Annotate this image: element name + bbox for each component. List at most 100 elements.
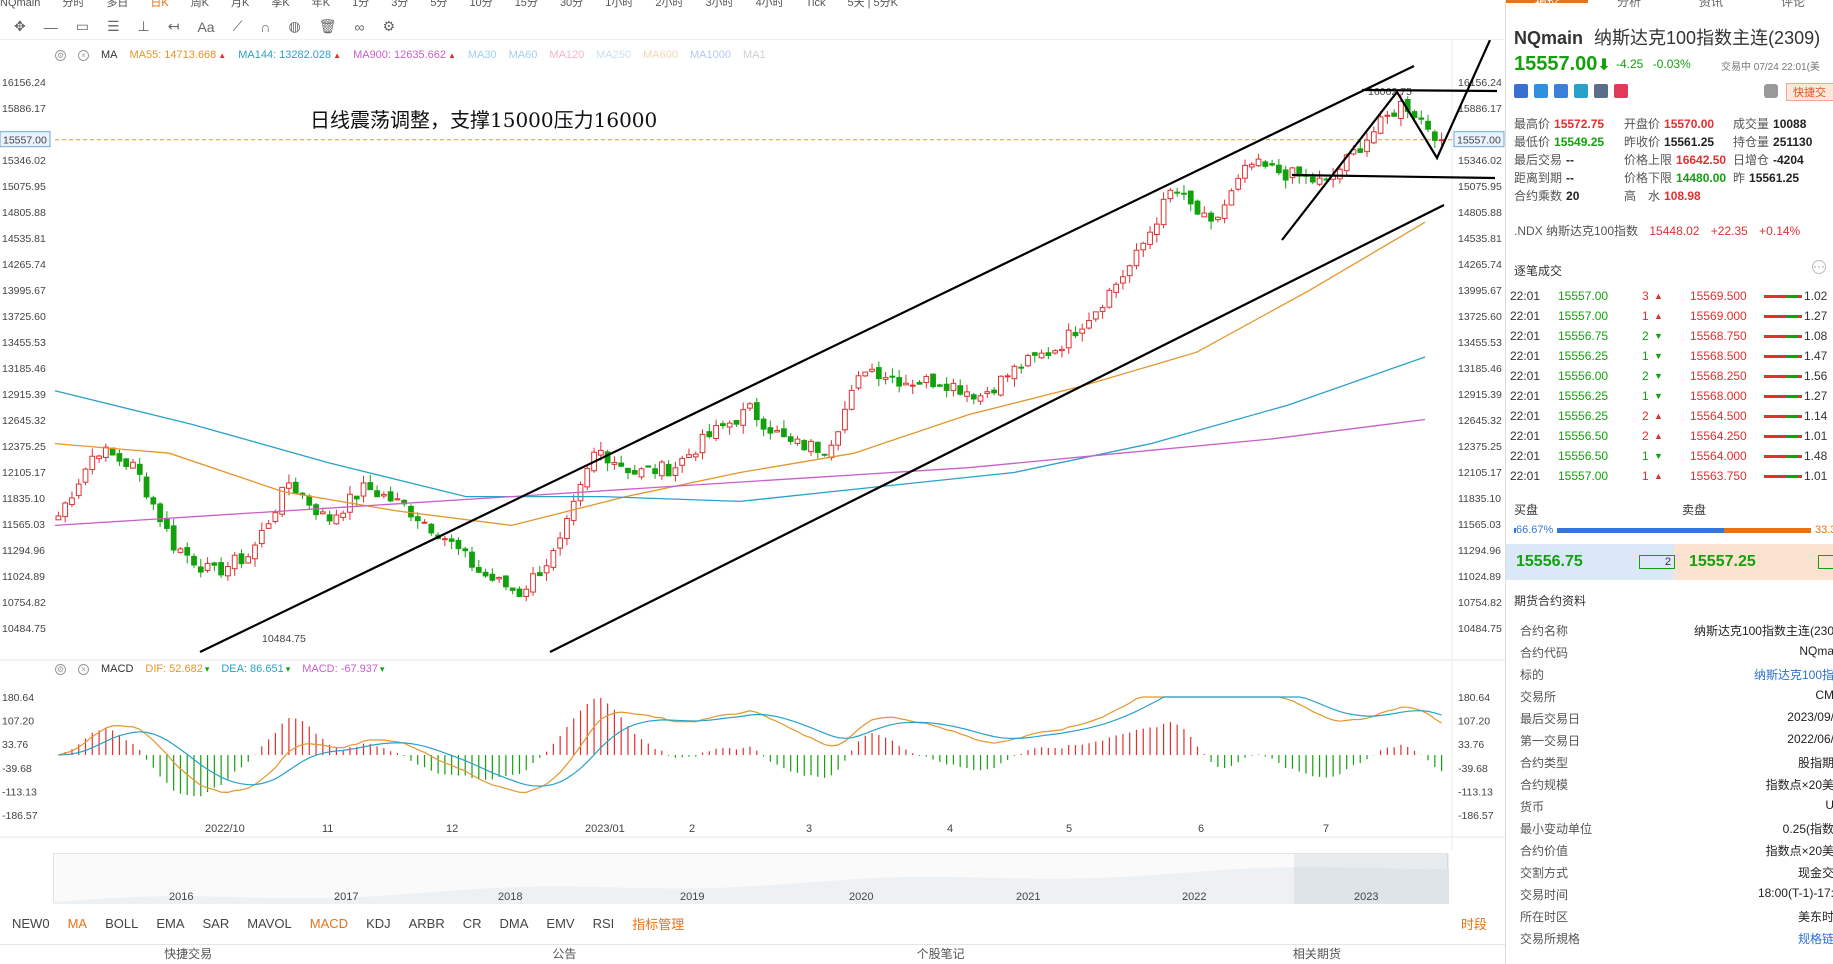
underlying-index[interactable]: .NDX 纳斯达克100指数 15448.02 +22.35 +0.14%	[1514, 222, 1808, 239]
ma-legend-item[interactable]: MA1	[743, 49, 766, 61]
more-icon[interactable]: ···	[1812, 259, 1826, 274]
indicator-tab[interactable]: EMV	[546, 915, 575, 931]
period-tab[interactable]: Tick	[805, 0, 826, 9]
ask-box[interactable]	[1674, 544, 1833, 580]
chart-icon[interactable]	[1534, 84, 1548, 98]
bottom-tab[interactable]: 快捷交易	[164, 947, 213, 961]
measure-tool-icon[interactable]: ⊥	[137, 18, 150, 34]
text-tool-icon[interactable]: Aa	[197, 18, 215, 35]
indicator-tab[interactable]: MAVOL	[247, 915, 292, 931]
indicator-tab[interactable]: ARBR	[408, 915, 445, 931]
macd-settings-icon[interactable]: ⚙	[55, 663, 66, 675]
period-tab[interactable]: 年K	[311, 0, 331, 9]
period-tab[interactable]: 5分	[430, 0, 448, 9]
indicator-tab[interactable]: EMA	[156, 915, 185, 931]
tick-row[interactable]: 22:01 15556.25 1 ▼ 15568.500 1.47	[1506, 346, 1833, 366]
bottom-tab[interactable]: 公告	[552, 947, 577, 961]
trash-icon[interactable]: 🗑	[318, 18, 337, 34]
tick-row[interactable]: 22:01 15556.50 1 ▼ 15564.000 1.48	[1506, 446, 1833, 466]
tick-row[interactable]: 22:01 15556.50 2 ▲ 15564.250 1.01	[1506, 426, 1833, 446]
period-tab[interactable]: 日K	[150, 0, 169, 9]
indicator-tab[interactable]: MACD	[309, 915, 349, 931]
bottom-tab[interactable]: 个股笔记	[916, 947, 965, 961]
tick-row[interactable]: 22:01 15556.75 2 ▼ 15568.750 1.08	[1506, 326, 1833, 346]
period-tab[interactable]: 1小时	[605, 0, 634, 9]
period-tab[interactable]: 1分	[352, 0, 370, 9]
period-tab[interactable]: NQmain	[0, 0, 41, 9]
tick-row[interactable]: 22:01 15556.25 2 ▲ 15564.500 1.14	[1506, 406, 1833, 426]
heart-icon[interactable]	[1614, 84, 1628, 98]
period-tab[interactable]: 周K	[190, 0, 210, 9]
note-icon[interactable]	[1594, 84, 1608, 98]
bottom-tab[interactable]: 相关期货	[1292, 947, 1341, 961]
line-tool-icon[interactable]: —	[43, 18, 58, 35]
quote-tab[interactable]: 分析	[1616, 0, 1641, 9]
tick-row[interactable]: 22:01 15556.25 1 ▼ 15568.000 1.27	[1506, 386, 1833, 406]
ma-close-icon[interactable]: ×	[78, 49, 89, 61]
spec-value[interactable]: 规格链	[1797, 932, 1833, 946]
compare-icon[interactable]	[1574, 84, 1588, 98]
period-tab[interactable]: 多日	[106, 0, 129, 9]
flag-icon[interactable]	[1514, 84, 1528, 98]
link-icon[interactable]: ∞	[354, 18, 365, 35]
ma-legend-item[interactable]: MA250	[596, 49, 631, 61]
time-navigator[interactable]: 2016 2017 2018 2019 2020 2021 2022 2023	[53, 853, 1449, 904]
macd-close-icon[interactable]: ×	[78, 663, 89, 675]
indicator-tab[interactable]: BOLL	[105, 915, 139, 931]
quick-trade-button[interactable]: 快捷交	[1786, 83, 1833, 101]
ma-settings-icon[interactable]: ⚙	[55, 49, 66, 61]
period-tab[interactable]: 10分	[469, 0, 493, 9]
macd-legend-item[interactable]: DIF: 52.682 ▾	[145, 663, 209, 675]
indicator-tab[interactable]: DMA	[499, 915, 529, 931]
period-tab[interactable]: 3分	[391, 0, 409, 9]
tick-list[interactable]: 22:01 15557.00 3 ▲ 15569.500 1.02 22:01 15557.0…	[1506, 276, 1833, 492]
ma-legend-item[interactable]: MA144: 13282.028 ▲	[238, 49, 341, 61]
bid-box[interactable]	[1506, 544, 1674, 580]
kline-chart[interactable]: 16156.24 16156.24 15886.17 15886.17 15557.00…	[0, 40, 1505, 852]
macd-legend-item[interactable]: MACD: -67.937 ▾	[302, 663, 384, 675]
ma-legend-item[interactable]: MA1000	[690, 49, 731, 61]
tick-row[interactable]: 22:01 15557.00 1 ▲ 15563.750 1.01	[1506, 466, 1833, 486]
fib-tool-icon[interactable]: ☰	[106, 18, 120, 34]
indicator-tab[interactable]: SAR	[202, 915, 230, 931]
period-tab[interactable]: 15分	[514, 0, 538, 9]
alert-bell-icon[interactable]	[1764, 84, 1778, 98]
tick-row[interactable]: 22:01 15557.00 1 ▲ 15569.000 1.27	[1506, 306, 1833, 326]
ma-legend-item[interactable]: MA600	[643, 49, 678, 61]
ma-legend-item[interactable]: MA30	[468, 49, 497, 61]
brush-tool-icon[interactable]: ⟋	[232, 18, 243, 34]
people-icon[interactable]	[1554, 84, 1568, 98]
indicator-tab[interactable]: NEW0	[12, 915, 50, 931]
quote-tab[interactable]: 资讯	[1698, 0, 1723, 9]
macd-legend-item[interactable]: DEA: 86.651 ▾	[221, 663, 290, 675]
indicator-tab[interactable]: CR	[462, 915, 482, 931]
quote-tab[interactable]: 报价	[1506, 0, 1588, 9]
ma-legend-item[interactable]: MA900: 12635.662 ▲	[353, 49, 456, 61]
indicator-tab[interactable]: MA	[67, 915, 88, 931]
arrow-tool-icon[interactable]: ↤	[167, 18, 180, 34]
crosshair-icon[interactable]: ✥	[14, 18, 26, 34]
tick-row[interactable]: 22:01 15556.00 2 ▼ 15568.250 1.56	[1506, 366, 1833, 386]
period-tab[interactable]: 4小时	[755, 0, 784, 9]
period-tab[interactable]: 2小时	[655, 0, 684, 9]
period-tab[interactable]: 5天 | 5分K	[847, 0, 898, 9]
period-tab[interactable]: 月K	[231, 0, 250, 9]
indicator-tab[interactable]: KDJ	[366, 915, 391, 931]
settings-icon[interactable]: ⚙	[382, 18, 396, 34]
ma-legend-item[interactable]: MA120	[549, 49, 584, 61]
tick-row[interactable]: 22:01 15557.00 3 ▲ 15569.500 1.02	[1506, 286, 1833, 306]
indicator-tab[interactable]: RSI	[592, 915, 615, 931]
period-tab[interactable]: 分时	[62, 0, 85, 9]
ma-legend-item[interactable]: MA55: 14713.668 ▲	[130, 49, 227, 61]
magnet-icon[interactable]: ∩	[260, 18, 271, 35]
spec-value[interactable]: 纳斯达克100指	[1753, 668, 1833, 682]
indicator-tab[interactable]: 指标管理	[632, 916, 685, 932]
ma-legend-item[interactable]: MA60	[509, 49, 538, 61]
period-end-tab[interactable]: 时段	[1460, 916, 1487, 932]
period-tab[interactable]: 季K	[271, 0, 290, 9]
quote-tab[interactable]: 评论	[1780, 0, 1805, 9]
period-tab[interactable]: 3小时	[705, 0, 734, 9]
rect-tool-icon[interactable]: ▭	[75, 18, 89, 34]
period-tab[interactable]: 30分	[559, 0, 584, 9]
hide-icon[interactable]: ◍	[288, 18, 301, 34]
